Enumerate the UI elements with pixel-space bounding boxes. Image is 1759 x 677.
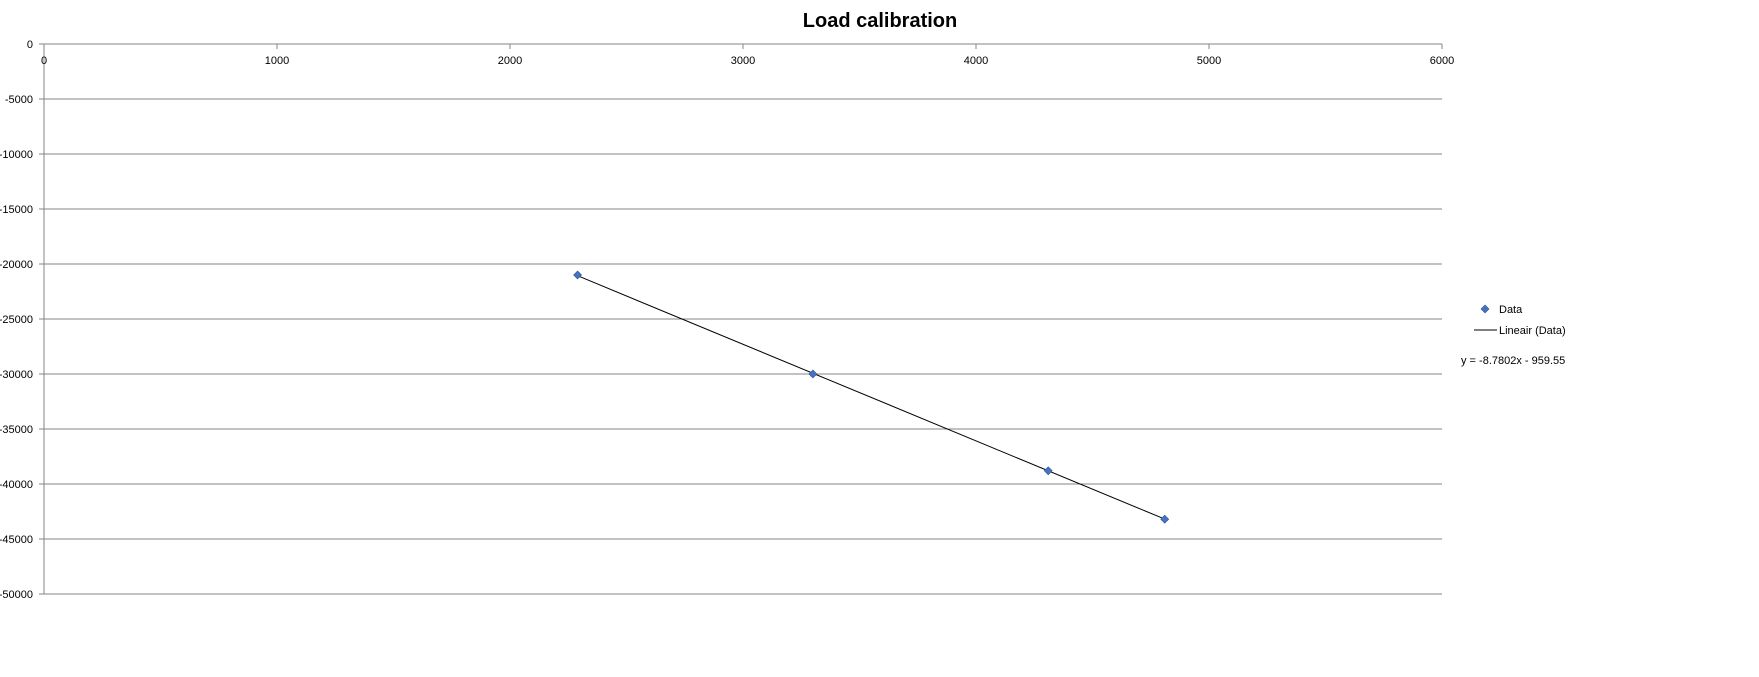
y-tick-label: -50000	[0, 589, 33, 601]
y-tick-label: -5000	[5, 94, 33, 106]
y-tick-label: -15000	[0, 204, 33, 216]
trendline	[577, 275, 1165, 520]
legend-label-trendline: Lineair (Data)	[1499, 325, 1566, 337]
y-tick-label: 0	[27, 39, 33, 51]
y-tick-label: -40000	[0, 479, 33, 491]
y-tick-label: -20000	[0, 259, 33, 271]
x-tick-label: 2000	[498, 55, 522, 67]
data-point	[1043, 466, 1053, 476]
x-tick-label: 4000	[964, 55, 988, 67]
x-tick-label: 1000	[265, 55, 289, 67]
data-point	[573, 270, 582, 280]
y-tick-label: -10000	[0, 149, 33, 161]
legend-label-data: Data	[1499, 304, 1523, 316]
y-tick-label: -45000	[0, 534, 33, 546]
chart-title: Load calibration	[803, 10, 957, 32]
data-point	[808, 369, 818, 379]
y-tick-label: -25000	[0, 314, 33, 326]
data-point	[1160, 514, 1170, 524]
series-layer	[573, 270, 1170, 524]
grid-layer	[44, 98, 1442, 595]
x-tick-label: 3000	[731, 55, 755, 67]
legend: Data Lineair (Data) y = -8.7802x - 959.5…	[1461, 304, 1566, 367]
axis-layer: 0 -5000 -10000 -15000 -20000 -25000 -30000 -350…	[0, 39, 1454, 601]
x-tick-label: 6000	[1430, 55, 1454, 67]
y-tick-label: -35000	[0, 424, 33, 436]
y-tick-label: -30000	[0, 369, 33, 381]
legend-marker-data	[1480, 304, 1490, 314]
x-tick-label: 0	[41, 55, 47, 67]
x-tick-label: 5000	[1197, 55, 1221, 67]
trendline-equation: y = -8.7802x - 959.55	[1461, 355, 1565, 367]
